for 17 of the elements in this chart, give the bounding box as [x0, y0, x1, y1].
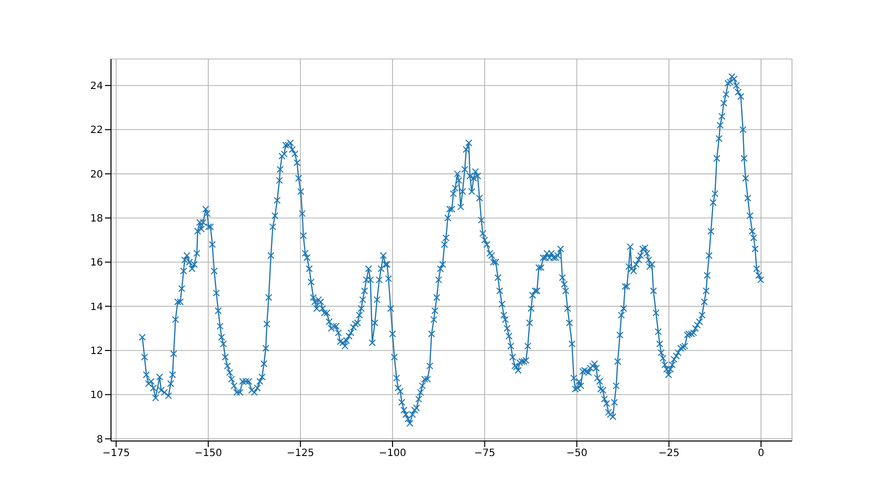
- x-tick-label: 0: [758, 448, 764, 460]
- x-tick-label: −75: [474, 448, 496, 460]
- x-tick-label: −150: [194, 448, 222, 460]
- x-tick-label: −25: [658, 448, 680, 460]
- y-tick-label: 20: [90, 169, 103, 180]
- y-tick-label: 12: [90, 346, 103, 358]
- x-tick-label: −125: [286, 448, 314, 460]
- y-tick-label: 16: [90, 258, 103, 269]
- y-tick-label: 14: [90, 302, 103, 313]
- y-tick-label: 22: [90, 125, 103, 136]
- y-tick-label: 10: [90, 390, 103, 402]
- x-tick-label: −175: [102, 448, 130, 460]
- y-tick-label: 8: [96, 434, 103, 446]
- y-tick-label: 24: [90, 81, 103, 92]
- x-tick-label: −100: [378, 448, 406, 460]
- x-tick-label: −50: [566, 448, 588, 460]
- y-tick-label: 18: [90, 214, 103, 225]
